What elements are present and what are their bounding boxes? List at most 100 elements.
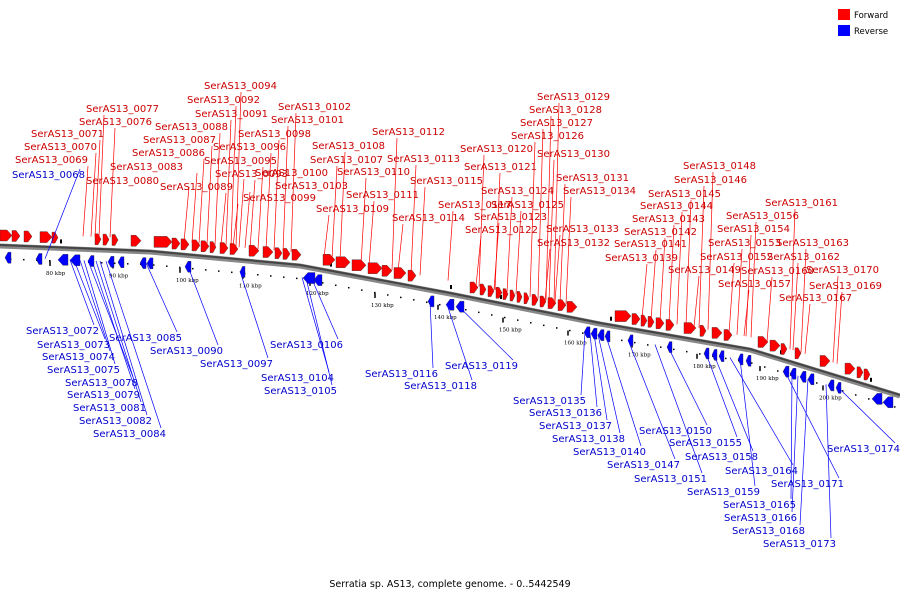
- minor-tick: [530, 322, 532, 324]
- forward-gene-arrow: [209, 241, 217, 253]
- reverse-label-leader: [73, 259, 106, 340]
- forward-gene-arrow: [39, 231, 53, 243]
- forward-gene-label: SerAS13_0111: [346, 190, 419, 201]
- reverse-gene-arrow: [146, 257, 154, 270]
- label-leaders: [44, 91, 896, 539]
- minor-tick: [634, 341, 636, 344]
- reverse-gene-arrow: [789, 368, 797, 380]
- forward-gene-arrow: [479, 283, 487, 296]
- reverse-gene-label: SerAS13_0158: [685, 452, 758, 463]
- forward-gene-arrow: [557, 299, 567, 311]
- forward-gene-label: SerAS13_0128: [529, 105, 602, 116]
- minor-tick: [205, 269, 207, 271]
- reverse-gene-label: SerAS13_0085: [109, 333, 182, 344]
- forward-gene-arrow: [487, 285, 495, 297]
- reverse-label-leader: [69, 259, 95, 326]
- forward-gene-arrow: [248, 245, 260, 257]
- reverse-gene-label: SerAS13_0116: [365, 369, 438, 380]
- forward-gene-label: SerAS13_0112: [372, 127, 445, 138]
- forward-label-leader: [98, 114, 105, 237]
- forward-gene-label: SerAS13_0107: [310, 155, 383, 166]
- reverse-gene-label: SerAS13_0073: [37, 340, 110, 351]
- forward-gene-label: SerAS13_0121: [464, 162, 537, 173]
- forward-gene-arrow: [274, 247, 283, 259]
- forward-gene-label: SerAS13_0170: [806, 265, 879, 276]
- minor-tick: [426, 301, 428, 304]
- forward-gene-label: SerAS13_0129: [537, 92, 610, 103]
- forward-gene-label: SerAS13_0071: [31, 129, 104, 140]
- minor-tick: [218, 270, 220, 272]
- forward-label-leader: [183, 186, 190, 243]
- minor-tick: [23, 258, 25, 261]
- reverse-label-leader: [791, 375, 799, 513]
- minor-tick: [439, 303, 441, 306]
- forward-label-leader: [397, 223, 404, 272]
- tick-label: 90 kbp: [109, 274, 129, 280]
- forward-gene-arrow: [200, 240, 210, 252]
- forward-gene-label: SerAS13_0130: [537, 149, 610, 160]
- tick-label: 100 kbp: [176, 278, 199, 284]
- forward-gene-label: SerAS13_0117: [438, 200, 511, 211]
- tick-label: 200 kbp: [819, 395, 842, 401]
- reverse-gene-label: SerAS13_0138: [552, 434, 625, 445]
- reverse-gene-arrow: [427, 295, 435, 308]
- forward-label-leader: [548, 159, 555, 301]
- minor-tick: [855, 394, 857, 396]
- forward-gene-label: SerAS13_0167: [779, 293, 852, 304]
- forward-gene-arrow: [130, 235, 142, 247]
- reverse-gene-label: SerAS13_0084: [93, 429, 166, 440]
- minor-tick: [621, 339, 623, 342]
- forward-gene-label: SerAS13_0096: [213, 142, 286, 153]
- forward-label-leader: [554, 234, 561, 303]
- forward-gene-arrow: [655, 317, 665, 329]
- minor-tick: [413, 299, 415, 301]
- reverse-gene-arrow: [597, 329, 605, 341]
- minor-tick: [465, 309, 467, 311]
- minor-tick: [322, 282, 324, 284]
- forward-label-leader: [832, 275, 839, 363]
- forward-label-leader: [244, 191, 251, 248]
- forward-label-leader: [249, 179, 256, 249]
- reverse-gene-label: SerAS13_0118: [404, 381, 477, 392]
- reverse-gene-label: SerAS13_0074: [42, 352, 115, 363]
- forward-label-leader: [545, 115, 552, 301]
- reverse-gene-label: SerAS13_0165: [723, 500, 796, 511]
- forward-gene-label: SerAS13_0093: [215, 169, 288, 180]
- reverse-label-leader: [605, 335, 642, 447]
- forward-gene-label: SerAS13_0161: [765, 198, 838, 209]
- forward-gene-label: SerAS13_0095: [204, 156, 277, 167]
- reverse-gene-arrow: [745, 355, 752, 367]
- minor-tick: [610, 316, 612, 321]
- minor-tick: [868, 398, 870, 400]
- reverse-gene-arrow: [666, 341, 673, 353]
- forward-gene-arrow: [531, 294, 539, 306]
- forward-gene-arrow: [11, 230, 21, 242]
- forward-label-leader: [273, 139, 280, 251]
- forward-gene-label: SerAS13_0126: [511, 131, 584, 142]
- reverse-gene-label: SerAS13_0097: [200, 359, 273, 370]
- forward-gene-arrow: [291, 249, 302, 261]
- forward-gene-arrow: [856, 366, 864, 379]
- reverse-gene-label: SerAS13_0168: [732, 526, 805, 537]
- reverse-label-leader: [667, 346, 708, 426]
- reverse-gene-arrow: [835, 382, 842, 394]
- minor-tick: [725, 357, 727, 360]
- minor-tick: [699, 353, 701, 355]
- forward-label-leader: [238, 178, 245, 248]
- reverse-gene-label: SerAS13_0173: [763, 539, 836, 550]
- forward-label-leader: [745, 234, 752, 337]
- forward-gene-arrow: [539, 295, 547, 308]
- reverse-label-leader: [429, 301, 434, 369]
- forward-label-leader: [214, 132, 221, 246]
- forward-gene-label: SerAS13_0141: [614, 239, 687, 250]
- forward-label-leader: [410, 164, 417, 274]
- reverse-label-leader: [311, 279, 339, 340]
- forward-gene-arrow: [102, 233, 110, 246]
- reverse-label-leader: [799, 378, 809, 526]
- reverse-gene-label: SerAS13_0171: [771, 479, 844, 490]
- forward-gene-label: SerAS13_0134: [563, 186, 636, 197]
- reverse-label-leader: [739, 359, 756, 487]
- forward-gene-arrow: [647, 316, 655, 328]
- reverse-label-leader: [87, 260, 134, 378]
- forward-gene-arrow: [469, 281, 479, 294]
